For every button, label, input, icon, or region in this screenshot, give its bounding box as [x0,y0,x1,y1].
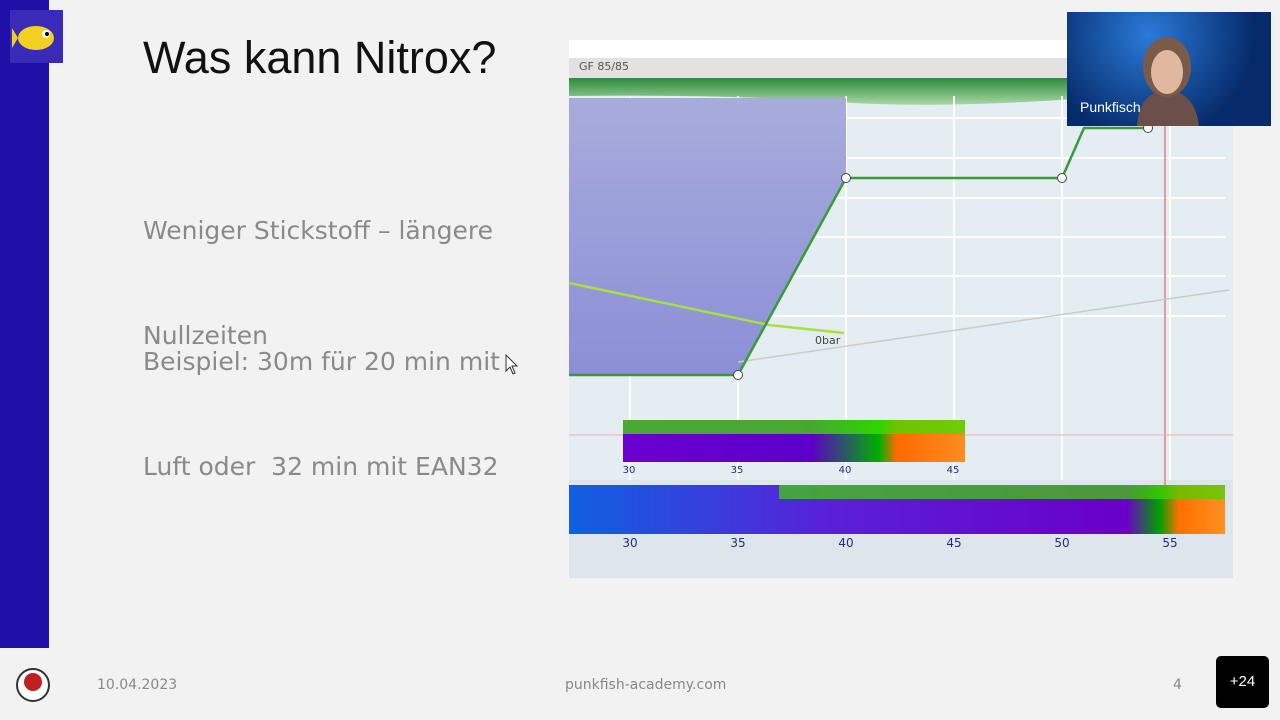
speaker-name: Punkfisch [1080,99,1141,115]
axis-label: 50 [1054,536,1069,550]
axis-label: 35 [731,465,744,476]
paragraph: Weniger Stickstoff – längere Nullzeiten [143,143,493,388]
axis-label: 45 [947,465,960,476]
slide-title: Was kann Nitrox? [143,32,497,83]
page-number: 4 [1173,677,1182,693]
text-line: Beispiel: 30m für 20 min mit [143,347,500,376]
ssi-logo [16,668,50,702]
more-participants[interactable]: +24 [1216,656,1269,708]
gas-label: 0bar [815,334,841,347]
axis-label: 55 [1162,536,1177,550]
axis-label: 30 [622,536,637,550]
gf-label: GF 85/85 [579,60,629,73]
logo [10,10,63,63]
participant-image [1137,37,1199,126]
side-bar [0,0,49,648]
text-line: Luft oder 32 min mit EAN32 [143,452,499,481]
axis-label: 35 [730,536,745,550]
axis-label: 40 [839,465,852,476]
video-tile[interactable]: Punkfisch [1067,12,1271,126]
dive-plan: GF 85/85 0bar 30 35 40 45 30 35 40 45 50 55 [569,40,1233,578]
website: punkfish-academy.com [565,677,727,693]
axis-label: 45 [946,536,961,550]
axis-label: 30 [623,465,636,476]
axis-label: 40 [838,536,853,550]
cursor [505,354,519,375]
text-line: Weniger Stickstoff – längere [143,216,493,245]
paragraph: Beispiel: 30m für 20 min mit Luft oder 3… [143,274,500,519]
text-line: Nullzeiten [143,321,268,350]
date: 10.04.2023 [97,677,178,693]
